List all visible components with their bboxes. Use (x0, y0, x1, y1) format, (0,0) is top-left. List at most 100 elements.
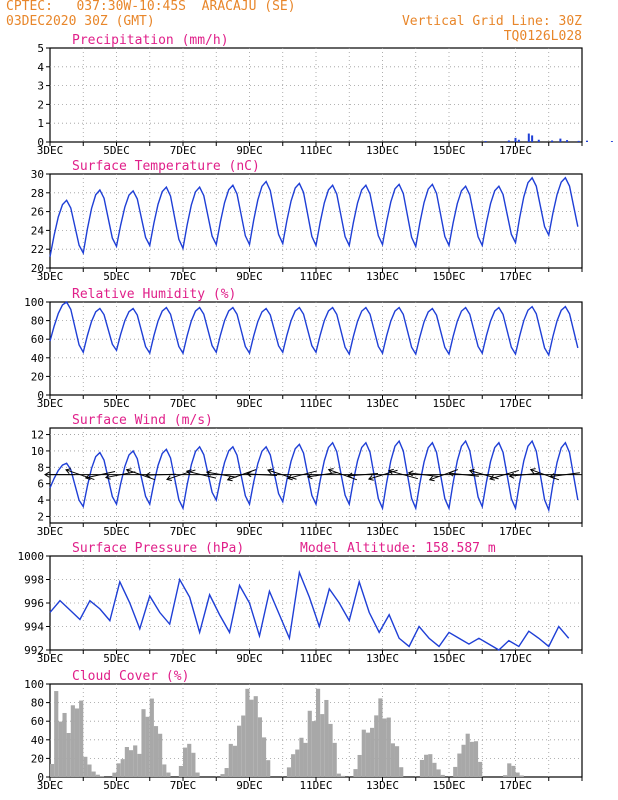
panel-title: Cloud Cover (%) (72, 669, 189, 684)
y-tick-label: 992 (24, 644, 44, 657)
cloud-bar (328, 723, 333, 777)
wind-arrow (408, 472, 439, 478)
y-tick-label: 1 (37, 117, 44, 130)
precip-bar (514, 137, 517, 142)
cloud-bar (340, 775, 346, 777)
cloud-bar (503, 775, 508, 777)
wind-arrow-head (327, 468, 334, 474)
x-tick-label: 5DEC (103, 779, 130, 792)
x-tick-label: 9DEC (236, 144, 263, 157)
x-tick-label: 13DEC (366, 270, 399, 283)
cloud-bar (237, 725, 242, 777)
wind-arrow-head (529, 468, 536, 474)
wind-arrow (166, 469, 196, 480)
forecast-date: 03DEC2020 30Z (GMT) (6, 14, 155, 29)
wind-arrow-head (166, 475, 172, 482)
y-tick-label: 4 (37, 61, 44, 74)
x-tick-label: 9DEC (236, 779, 263, 792)
cloud-bar (390, 743, 395, 777)
cloud-bar (311, 721, 316, 777)
cloud-bar (473, 741, 479, 777)
cloud-bar (469, 741, 474, 777)
wind-arrow (85, 471, 116, 479)
x-tick-label: 13DEC (366, 779, 399, 792)
y-tick-label: 26 (31, 206, 44, 219)
y-tick-label: 40 (31, 734, 44, 747)
cloud-bar (432, 762, 437, 777)
precip-bar (559, 138, 562, 142)
panel-frame (49, 47, 583, 143)
wind-arrow-head (145, 471, 151, 478)
cloud-bar (357, 754, 362, 777)
cloud-bar (336, 773, 341, 777)
cloud-bar (95, 774, 100, 777)
x-tick-label: 5DEC (103, 525, 130, 538)
precip-bar (577, 140, 580, 142)
cloud-bar (232, 745, 238, 777)
cloud-bar (141, 709, 146, 777)
cloud-bar (478, 761, 483, 777)
y-tick-label: 20 (31, 262, 44, 275)
wind-arrow-head (407, 470, 414, 477)
precip-bar (585, 140, 588, 142)
wind-arrow (105, 471, 136, 479)
x-tick-label: 13DEC (366, 652, 399, 665)
cloud-bar (303, 742, 308, 777)
cloud-bar (153, 726, 159, 777)
y-tick-label: 0 (37, 389, 44, 402)
x-tick-label: 11DEC (299, 397, 332, 410)
y-tick-label: 28 (31, 187, 44, 200)
y-tick-label: 0 (37, 771, 44, 784)
cloud-bar (120, 759, 125, 777)
cloud-bar (257, 717, 262, 777)
cloud-bar (245, 688, 250, 777)
model-code: TQ0126L028 (503, 29, 582, 44)
panel-title: Relative Humidity (%) (72, 287, 236, 302)
y-tick-label: 12 (31, 429, 44, 442)
x-tick-label: 7DEC (170, 652, 197, 665)
wind-arrow (307, 471, 338, 478)
cloud-bar (241, 715, 246, 777)
cloud-bar (224, 768, 229, 777)
x-tick-label: 5DEC (103, 144, 130, 157)
cloud-bar (116, 763, 121, 777)
cloud-bar (133, 745, 138, 777)
y-tick-label: 100 (24, 296, 44, 309)
y-tick-label: 20 (31, 752, 44, 765)
y-tick-label: 2 (37, 510, 44, 523)
x-tick-label: 17DEC (499, 397, 532, 410)
cloud-bar (178, 765, 183, 777)
wind-arrow (509, 472, 540, 477)
cloud-bar (112, 772, 117, 777)
y-tick-label: 998 (24, 574, 44, 587)
y-tick-label: 22 (31, 243, 44, 256)
x-tick-label: 15DEC (432, 779, 465, 792)
cloud-bar (419, 759, 425, 777)
wind-arrow (287, 470, 318, 479)
x-tick-label: 3DEC (37, 652, 64, 665)
precip-bar (566, 140, 569, 142)
x-tick-label: 11DEC (299, 652, 332, 665)
cloud-bar (453, 766, 458, 777)
x-tick-label: 3DEC (37, 270, 64, 283)
y-tick-label: 2 (37, 98, 44, 111)
precip-bar (610, 141, 613, 142)
cloud-bar (324, 699, 329, 777)
y-tick-label: 40 (31, 352, 44, 365)
cloud-bar (320, 714, 325, 777)
wind-arrow-head (286, 474, 293, 481)
x-tick-label: 15DEC (432, 525, 465, 538)
wind-arrow-head (388, 468, 394, 475)
cloud-bar (87, 764, 92, 777)
x-tick-label: 17DEC (499, 270, 532, 283)
wind-arrow-head (185, 469, 192, 476)
x-tick-label: 9DEC (236, 270, 263, 283)
x-tick-label: 13DEC (366, 525, 399, 538)
cloud-bar (228, 743, 233, 777)
x-tick-label: 15DEC (432, 397, 465, 410)
wind-arrow-head (65, 468, 72, 474)
cloud-bar (394, 746, 400, 777)
series-line (49, 176, 579, 257)
cloud-bar (99, 776, 105, 777)
cloud-bar (291, 754, 296, 777)
